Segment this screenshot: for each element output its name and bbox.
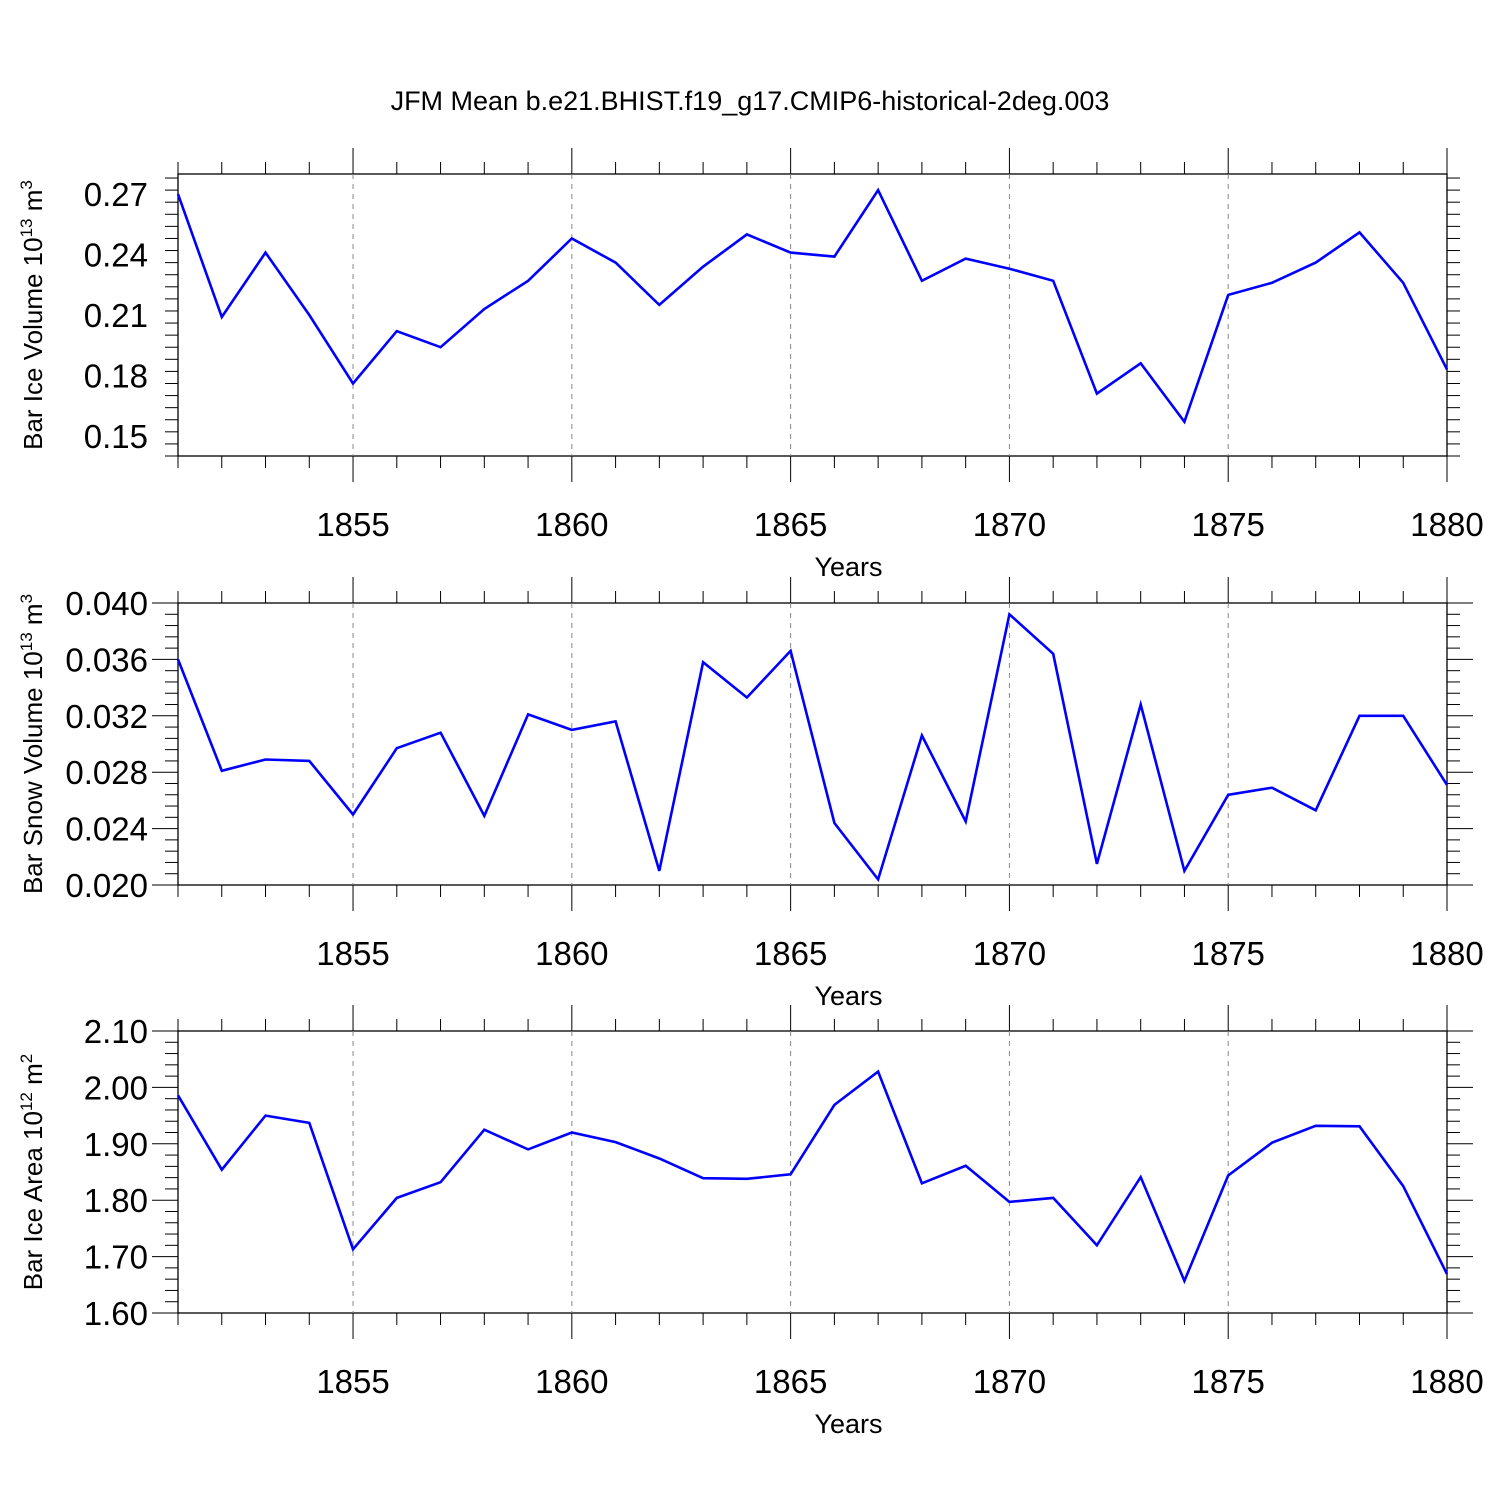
series-line [176,611,1449,883]
x-tick-label: 1880 [1410,1363,1483,1400]
y-tick-label: 0.040 [65,585,148,622]
y-tick-label: 0.020 [65,867,148,904]
y-tick-label: 1.90 [84,1126,148,1163]
x-tick-label: 1860 [535,935,608,972]
panel-2: 0.020 0.024 0.028 0.032 0.036 0.040 1855 1860 18… [17,577,1484,1011]
figure-title: JFM Mean b.e21.BHIST.f19_g17.CMIP6-histo… [391,86,1110,116]
y-tick-label: 0.27 [84,176,148,213]
x-tick-label: 1870 [973,1363,1046,1400]
x-tick-label: 1875 [1191,506,1264,543]
x-tick-label: 1870 [973,506,1046,543]
y-tick-label: 1.80 [84,1182,148,1219]
y-label-superscript: 13 [17,632,36,651]
x-axis-label: Years [814,1409,882,1439]
y-label-superscript: 13 [17,218,36,237]
y-tick-label: 0.028 [65,754,148,791]
panels: 0.15 0.18 0.21 0.24 0.27 1855 1860 1865 1870 1875… [17,148,1484,1439]
x-tick-label: 1860 [535,1363,608,1400]
x-tick-label: 1855 [316,506,389,543]
series-line [176,1069,1449,1285]
x-tick-label: 1875 [1191,935,1264,972]
y-label-part: m [18,190,48,219]
x-tick-label: 1855 [316,1363,389,1400]
y-label-superscript: 3 [17,180,36,189]
y-axis-label: Bar Snow Volume 1013 m3 [17,594,48,894]
y-label-part: Bar Snow Volume 10 [18,651,48,894]
plot-frame [177,1030,1448,1314]
y-label-part: Bar Ice Area 10 [18,1111,48,1290]
y-tick-label: 0.18 [84,357,148,394]
y-label-part: m [18,1063,48,1092]
y-tick-label: 1.60 [84,1295,148,1332]
plot-frame [177,602,1448,886]
y-tick-label: 2.00 [84,1069,148,1106]
x-tick-label: 1865 [754,935,827,972]
plot-frame [177,173,1448,457]
x-tick-label: 1880 [1410,506,1483,543]
y-tick-label: 0.24 [84,237,148,274]
y-tick-label: 0.036 [65,641,148,678]
panel-1: 0.15 0.18 0.21 0.24 0.27 1855 1860 1865 1870 1875… [17,148,1484,582]
x-axis-label: Years [814,552,882,582]
x-tick-label: 1855 [316,935,389,972]
x-axis-label: Years [814,981,882,1011]
panel-3: 1.60 1.70 1.80 1.90 2.00 2.10 1855 1860 1865 1870… [17,1005,1484,1439]
x-tick-label: 1860 [535,506,608,543]
y-tick-label: 1.70 [84,1239,148,1276]
x-tick-label: 1875 [1191,1363,1264,1400]
series-line [176,187,1449,425]
y-axis-label: Bar Ice Area 1012 m2 [17,1054,48,1291]
y-tick-label: 2.10 [84,1013,148,1050]
y-tick-label: 0.024 [65,811,148,848]
x-tick-label: 1865 [754,506,827,543]
x-tick-label: 1880 [1410,935,1483,972]
y-label-superscript: 3 [17,594,36,603]
y-label-part: Bar Ice Volume 10 [18,237,48,449]
x-tick-label: 1865 [754,1363,827,1400]
y-label-superscript: 12 [17,1092,36,1111]
y-tick-label: 0.21 [84,297,148,334]
y-label-part: m [18,603,48,632]
y-tick-label: 0.15 [84,418,148,455]
x-tick-label: 1870 [973,935,1046,972]
y-label-superscript: 2 [17,1054,36,1063]
y-tick-label: 0.032 [65,698,148,735]
y-axis-label: Bar Ice Volume 1013 m3 [17,180,48,450]
